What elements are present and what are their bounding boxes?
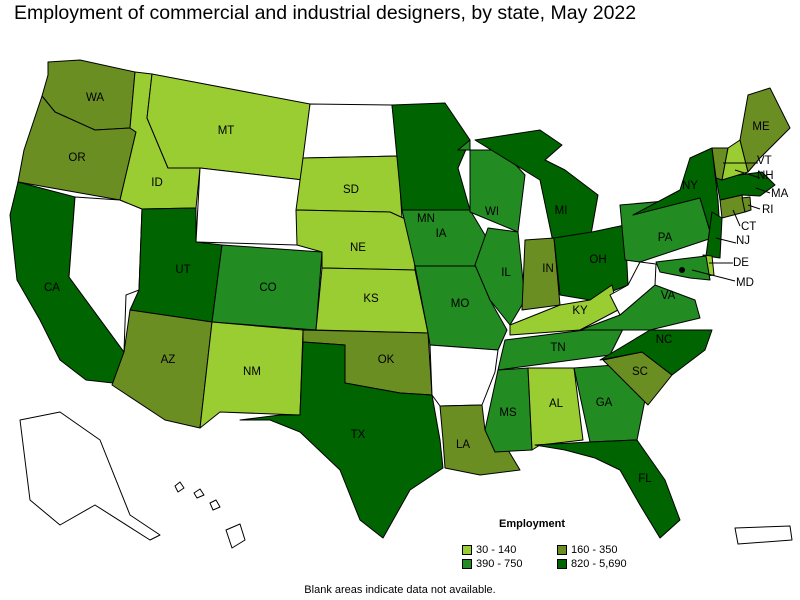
state-label-id: ID — [151, 177, 163, 189]
legend-title: Employment — [498, 518, 565, 530]
state-label-or: OR — [68, 152, 85, 164]
legend-item-3: 390 - 750 — [462, 557, 557, 571]
state-label-il: IL — [501, 267, 511, 279]
legend-swatch-1 — [462, 545, 472, 555]
state-label-nm: NM — [243, 366, 261, 378]
leader-line-ma — [755, 187, 771, 194]
state-label-mn: MN — [417, 213, 435, 225]
state-pa — [619, 197, 713, 263]
state-me — [739, 87, 791, 173]
state-fl — [534, 439, 681, 539]
state-label-sd: SD — [343, 184, 359, 196]
state-label-ca: CA — [44, 282, 60, 294]
state-label-nh: NH — [757, 170, 774, 182]
state-label-oh: OH — [589, 254, 606, 266]
state-label-nc: NC — [656, 334, 673, 346]
state-tx — [239, 341, 444, 539]
state-hi — [193, 488, 205, 499]
leader-line-ri — [747, 204, 761, 210]
state-ar — [429, 344, 499, 407]
state-pr — [734, 525, 793, 545]
legend-swatch-2 — [557, 545, 567, 555]
state-label-ct: CT — [741, 221, 756, 233]
state-label-ut: UT — [175, 264, 190, 276]
legend-item-2: 160 - 350 — [557, 543, 652, 557]
legend-item-4: 820 - 5,690 — [557, 557, 652, 571]
legend-item-1: 30 - 140 — [462, 543, 557, 557]
state-ma — [715, 171, 776, 201]
state-label-pa: PA — [658, 232, 673, 244]
map-title: Employment of commercial and industrial … — [14, 2, 637, 24]
state-nj — [705, 211, 723, 259]
state-label-me: ME — [752, 121, 770, 133]
leader-line-ct — [732, 209, 741, 227]
state-label-ne: NE — [350, 242, 366, 254]
state-label-ia: IA — [436, 228, 447, 240]
state-la — [439, 404, 521, 476]
state-hi — [174, 481, 185, 493]
state-label-ms: MS — [499, 407, 517, 419]
state-label-tx: TX — [351, 429, 366, 441]
state-label-mi: MI — [555, 205, 568, 217]
state-label-ny: NY — [682, 180, 698, 192]
state-label-wi: WI — [485, 206, 499, 218]
state-label-in: IN — [542, 263, 554, 275]
state-ri — [741, 196, 752, 213]
legend-label-3: 390 - 750 — [476, 558, 523, 570]
legend-label-4: 820 - 5,690 — [571, 558, 627, 570]
state-nm — [199, 321, 304, 429]
state-label-la: LA — [456, 439, 470, 451]
state-label-mt: MT — [218, 125, 235, 137]
state-label-va: VA — [661, 290, 676, 302]
leader-line-nj — [715, 237, 737, 244]
state-label-mo: MO — [451, 298, 470, 310]
dc-marker — [679, 267, 685, 273]
state-label-co: CO — [259, 282, 276, 294]
state-ny — [632, 147, 721, 239]
legend: Employment 30 - 140 160 - 350 390 - 750 … — [462, 518, 652, 571]
state-wy — [195, 167, 304, 246]
state-label-nj: NJ — [736, 235, 750, 247]
state-wv — [609, 261, 657, 316]
leader-line-nh — [734, 169, 761, 179]
legend-swatch-3 — [462, 559, 472, 569]
footnote: Blank areas indicate data not available. — [304, 584, 496, 596]
state-nd — [302, 103, 399, 159]
state-mn — [391, 102, 471, 211]
state-ms — [484, 367, 533, 453]
legend-swatch-4 — [557, 559, 567, 569]
legend-label-1: 30 - 140 — [476, 544, 517, 556]
state-mi — [474, 129, 599, 243]
leader-line-md — [691, 269, 736, 282]
state-hi — [225, 523, 246, 549]
state-label-az: AZ — [161, 354, 176, 366]
state-label-wa: WA — [86, 92, 104, 104]
state-label-vt: VT — [757, 155, 772, 167]
state-label-sc: SC — [632, 366, 648, 378]
state-label-ks: KS — [363, 293, 379, 305]
state-az — [111, 309, 213, 429]
state-in — [521, 237, 561, 311]
state-ak — [19, 411, 161, 541]
state-label-tn: TN — [550, 342, 565, 354]
state-label-ri: RI — [762, 204, 774, 216]
state-label-md: MD — [736, 277, 754, 289]
state-label-de: DE — [733, 257, 749, 269]
state-label-fl: FL — [638, 473, 652, 485]
state-label-ky: KY — [572, 305, 588, 317]
state-label-ma: MA — [771, 188, 789, 200]
state-label-al: AL — [549, 398, 564, 410]
state-hi — [209, 499, 221, 511]
state-al — [527, 367, 584, 451]
legend-label-2: 160 - 350 — [571, 544, 618, 556]
state-label-ga: GA — [596, 397, 613, 409]
state-label-ok: OK — [378, 354, 395, 366]
